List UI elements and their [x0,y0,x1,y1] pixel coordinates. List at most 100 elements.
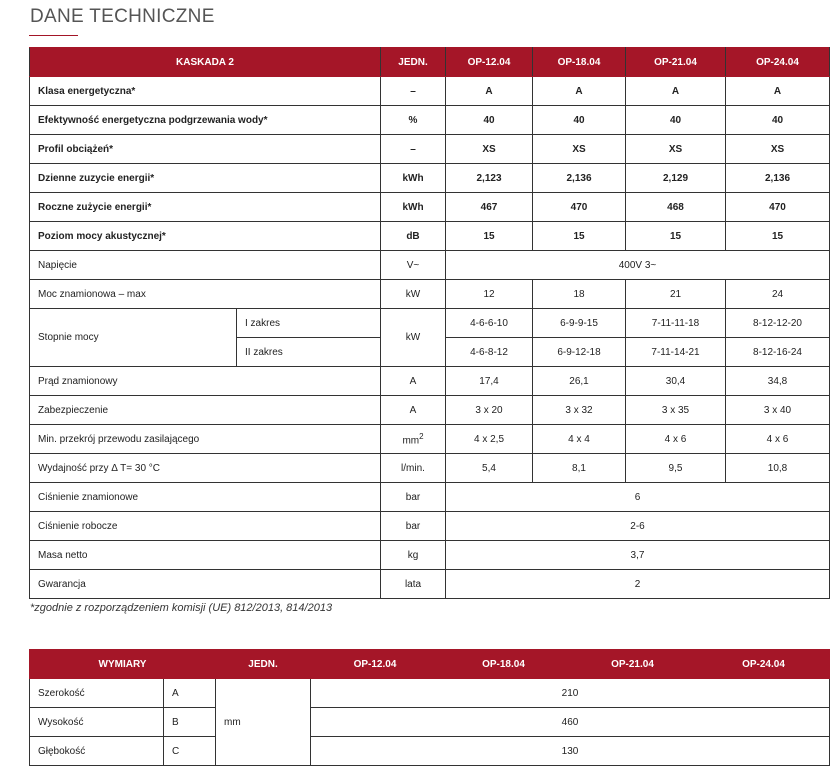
unit-cell: dB [380,221,446,251]
unit-cell: kW [380,279,446,309]
header-cell: JEDN. [215,649,311,679]
row-label: Prąd znamionowy [29,366,381,396]
header-cell: WYMIARY [29,649,216,679]
unit-text: kWh [402,201,424,213]
unit-text: dB [406,230,420,242]
value-cell: 6-9-12-18 [532,337,626,367]
value-cell: 5,4 [445,453,533,483]
dimension-letter: B [163,707,216,737]
table-row: Stopnie mocy I zakres kW 4-6-6-10 6-9-9-15 7-… [29,308,830,367]
unit-text: A [409,375,417,387]
header-cell: OP-18.04 [439,649,568,679]
row-label: Poziom mocy akustycznej* [29,221,381,251]
value-cell: A [725,76,830,106]
value-cell: 468 [625,192,726,222]
table-row: II zakres 4-6-8-12 6-9-12-18 7-11-14-21 8-12… [30,337,830,367]
table-header-row: WYMIARY JEDN. OP-12.04 OP-18.04 OP-21.04 OP-2… [29,649,830,679]
row-label: Profil obciążeń* [29,134,381,164]
table-row: Moc znamionowa – max kW 12 18 21 24 [29,279,830,309]
row-label: Min. przekrój przewodu zasilającego [29,424,381,454]
value-cell: A [625,76,726,106]
header-cell: OP-12.04 [310,649,440,679]
unit-text: % [408,114,418,126]
value-cell: 15 [725,221,830,251]
value-cell: 467 [445,192,533,222]
unit-cell: kWh [380,192,446,222]
value-cell: 30,4 [625,366,726,396]
unit-cell: – [380,134,446,164]
row-label: Zabezpieczenie [29,395,381,425]
value-cell: 17,4 [445,366,533,396]
row-label: Roczne zużycie energii* [29,192,381,222]
value-cell: 9,5 [625,453,726,483]
value-cell: 7-11-14-21 [625,337,726,367]
value-cell: 6-9-9-15 [532,308,626,338]
unit-cell: A [380,366,446,396]
sub-row-label: II zakres [236,337,381,367]
row-label: Klasa energetyczna* [29,76,381,106]
value-cell: 8-12-16-24 [725,337,830,367]
row-label: Szerokość [29,678,164,708]
header-cell: OP-21.04 [567,649,698,679]
value-cell: XS [532,134,626,164]
table-row: Dzienne zuzycie energii* kWh 2,123 2,136 2,1… [29,163,830,193]
value-cell: 4 x 2,5 [445,424,533,454]
header-cell: OP-24.04 [725,47,830,77]
header-cell: KASKADA 2 [29,47,381,77]
unit-cell: mm [215,678,311,766]
table-row: Prąd znamionowy A 17,4 26,1 30,4 34,8 [29,366,830,396]
tech-specs-table: KASKADA 2 JEDN. OP-12.04 OP-18.04 OP-21.04 OP… [29,47,830,599]
row-label: Głębokość [29,736,164,766]
row-label: Masa netto [29,540,381,570]
unit-cell: kg [380,540,446,570]
value-cell: 15 [625,221,726,251]
row-label: Moc znamionowa – max [29,279,381,309]
table-row: Wysokość B 460 [29,707,830,737]
value-cell: 18 [532,279,626,309]
value-cell: 21 [625,279,726,309]
unit-cell: A [380,395,446,425]
unit-text: – [410,143,416,155]
value-cell: 40 [532,105,626,135]
table-row: Ciśnienie robocze bar 2-6 [29,511,830,541]
unit-superscript: 2 [419,431,424,441]
table-row: Klasa energetyczna* – A A A A [29,76,830,106]
value-cell: 4-6-8-12 [445,337,533,367]
unit-text: V~ [406,259,420,271]
header-cell: JEDN. [380,47,446,77]
row-label: Wysokość [29,707,164,737]
value-cell: 3 x 20 [445,395,533,425]
value-cell: 460 [310,707,830,737]
value-cell: 7-11-11-18 [625,308,726,338]
unit-cell: kW [380,308,446,367]
row-label: Wydajność przy Δ T= 30 °C [29,453,381,483]
unit-cell: lata [380,569,446,599]
value-cell: 15 [445,221,533,251]
value-cell: 4 x 6 [625,424,726,454]
value-cell: 3 x 35 [625,395,726,425]
value-cell: 8-12-12-20 [725,308,830,338]
unit-text: l/min. [401,462,425,474]
unit-cell: l/min. [380,453,446,483]
value-cell: 6 [445,482,830,512]
row-label: Stopnie mocy [29,308,237,367]
value-cell: 130 [310,736,830,766]
header-cell: OP-18.04 [532,47,626,77]
value-cell: 470 [532,192,626,222]
table-row: Ciśnienie znamionowe bar 6 [29,482,830,512]
page-title: DANE TECHNICZNE [30,6,215,27]
unit-text: – [410,85,416,97]
row-label: Gwarancja [29,569,381,599]
value-cell: 3 x 40 [725,395,830,425]
unit-text: lata [404,578,422,590]
row-label: Ciśnienie robocze [29,511,381,541]
unit-text: kWh [402,172,424,184]
value-cell: 8,1 [532,453,626,483]
header-cell: OP-21.04 [625,47,726,77]
table-row: Gwarancja lata 2 [29,569,830,599]
value-cell: 4 x 4 [532,424,626,454]
unit-cell: bar [380,511,446,541]
unit-text: bar [405,491,421,503]
value-cell: XS [445,134,533,164]
